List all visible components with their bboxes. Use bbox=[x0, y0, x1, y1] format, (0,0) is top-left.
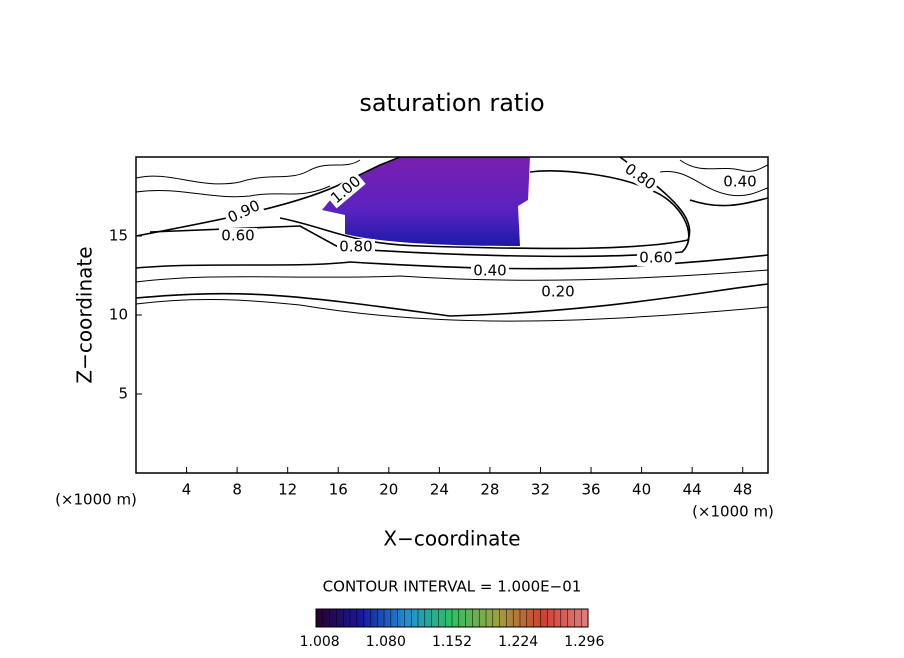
contour-label-bg bbox=[326, 171, 366, 209]
y-unit: (×1000 m) bbox=[55, 491, 137, 509]
contour-line bbox=[279, 156, 691, 250]
x-tick-label: 40 bbox=[632, 481, 651, 499]
contour-line bbox=[689, 197, 769, 207]
contour-line bbox=[135, 283, 769, 317]
contour-label-bg bbox=[471, 263, 509, 279]
x-tick-label: 20 bbox=[379, 481, 398, 499]
contour-line bbox=[135, 185, 331, 198]
x-tick-label: 32 bbox=[531, 481, 550, 499]
y-tick-label: 10 bbox=[109, 306, 128, 324]
colorbar-tick-label: 1.296 bbox=[564, 634, 604, 650]
contour-label-bg bbox=[337, 239, 375, 255]
x-tick-label: 36 bbox=[581, 481, 600, 499]
contour-label-bg bbox=[637, 250, 675, 266]
contour-label-bg bbox=[721, 174, 759, 190]
contour-label-bg bbox=[539, 284, 577, 300]
contour-line bbox=[135, 254, 769, 270]
contour-label: 0.20 bbox=[541, 283, 574, 301]
x-unit: (×1000 m) bbox=[692, 503, 774, 521]
y-tick-label: 5 bbox=[118, 385, 128, 403]
x-axis-title: X−coordinate bbox=[383, 527, 520, 551]
chart-title: saturation ratio bbox=[359, 89, 544, 117]
contour-label-bg bbox=[219, 228, 257, 244]
contour-line bbox=[135, 159, 361, 185]
x-tick-label: 8 bbox=[232, 481, 242, 499]
contour-label: 0.90 bbox=[225, 196, 263, 226]
y-axis-title: Z−coordinate bbox=[73, 246, 97, 383]
x-tick-label: 48 bbox=[733, 481, 752, 499]
contour-line bbox=[135, 269, 769, 283]
x-tick-label: 12 bbox=[278, 481, 297, 499]
colorbar-tick-label: 1.008 bbox=[300, 634, 340, 650]
y-tick-label: 15 bbox=[109, 227, 128, 245]
contour-label: 0.40 bbox=[473, 262, 506, 280]
x-tick-label: 24 bbox=[430, 481, 449, 499]
x-tick-label: 4 bbox=[182, 481, 192, 499]
contour-interval: CONTOUR INTERVAL = 1.000E−01 bbox=[323, 578, 582, 596]
colorbar-tick-label: 1.152 bbox=[432, 634, 472, 650]
contour-line bbox=[135, 298, 769, 322]
contour-label: 0.60 bbox=[639, 249, 672, 267]
colorbar-tick-label: 1.224 bbox=[498, 634, 538, 650]
contour-label: 0.80 bbox=[339, 238, 372, 256]
supersaturation-fill bbox=[322, 157, 530, 246]
x-tick-label: 16 bbox=[329, 481, 348, 499]
contour-line bbox=[659, 171, 769, 197]
contour-label-bg bbox=[223, 196, 265, 228]
colorbar-tick-label: 1.080 bbox=[366, 634, 406, 650]
x-tick-label: 28 bbox=[480, 481, 499, 499]
contour-lines bbox=[135, 156, 769, 322]
x-tick-label: 44 bbox=[683, 481, 702, 499]
contour-line bbox=[679, 159, 769, 172]
contour-label: 0.40 bbox=[723, 173, 756, 191]
contour-label-bg bbox=[619, 159, 661, 195]
contour-line bbox=[149, 170, 690, 258]
contour-label: 0.60 bbox=[221, 227, 254, 245]
